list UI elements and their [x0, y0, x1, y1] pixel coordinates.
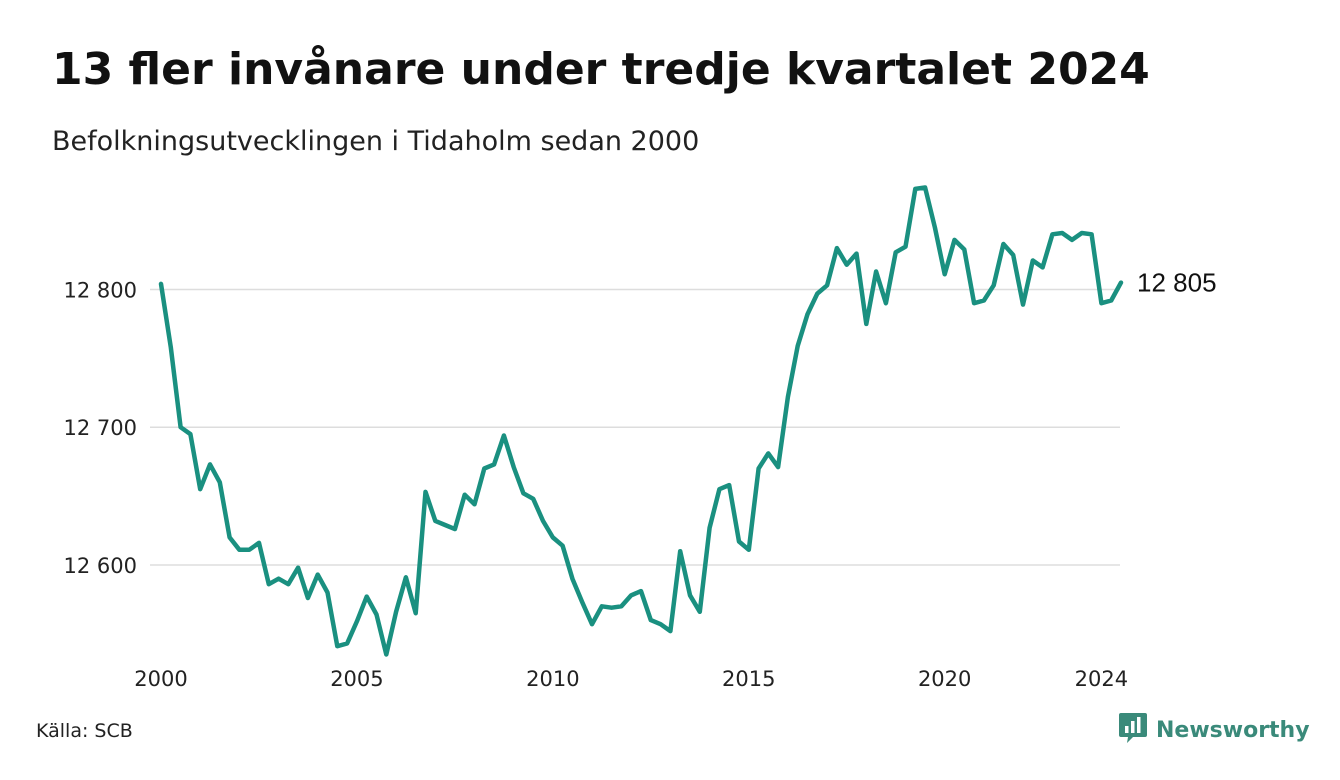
- y-axis-ticks: 12 600 12 700 12 800: [64, 278, 137, 578]
- series-line: [158, 185, 1124, 657]
- x-axis-ticks: 2000 2005 2010 2015 2020 2024: [134, 667, 1128, 691]
- y-tick-label: 12 800: [64, 278, 137, 302]
- source-note: Källa: SCB: [36, 720, 133, 742]
- chart-title: 13 fler invånare under tredje kvartalet …: [52, 44, 1150, 95]
- x-tick-label: 2020: [918, 667, 971, 691]
- y-tick-label: 12 700: [64, 416, 137, 440]
- x-tick-label: 2015: [722, 667, 775, 691]
- x-tick-label: 2024: [1075, 667, 1128, 691]
- chart-bubble-icon: [1118, 712, 1148, 748]
- chart-subtitle: Befolkningsutvecklingen i Tidaholm sedan…: [52, 126, 700, 157]
- end-label-layer: 12 805: [1137, 268, 1217, 298]
- x-tick-label: 2010: [526, 667, 579, 691]
- brand-logo[interactable]: Newsworthy: [1118, 712, 1310, 748]
- series-layer: [158, 185, 1124, 657]
- x-tick-label: 2000: [134, 667, 187, 691]
- grid-lines: [150, 288, 1120, 566]
- brand-name: Newsworthy: [1156, 717, 1310, 743]
- y-tick-label: 12 600: [64, 554, 137, 578]
- x-tick-label: 2005: [330, 667, 383, 691]
- end-value-label: 12 805: [1137, 268, 1217, 298]
